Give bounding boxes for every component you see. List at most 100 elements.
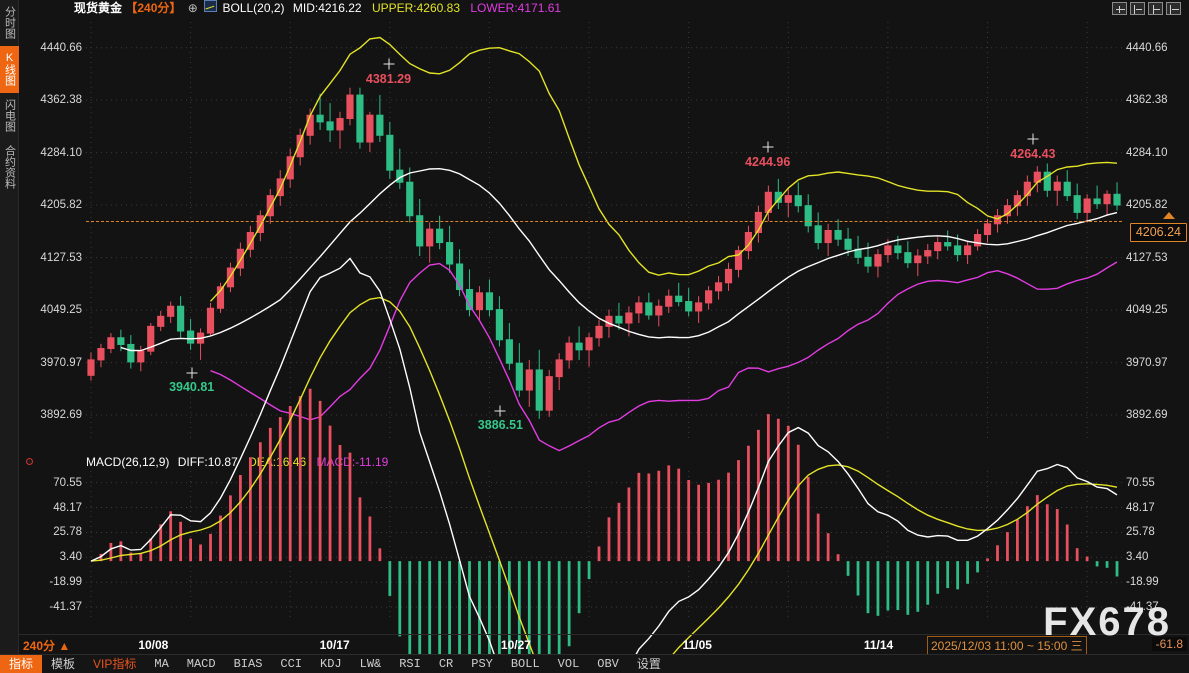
time-axis-label: 10/08	[138, 638, 169, 652]
macd-title: MACD(26,12,9)	[86, 455, 170, 469]
price-axis-label: 4440.66	[40, 41, 82, 54]
sidebar-item-lightning[interactable]: 闪电图	[3, 99, 16, 132]
price-annotation: 4381.29	[365, 71, 412, 86]
macd-header: MACD(26,12,9) DIFF:10.87 DEA:16.46 MACD:…	[86, 455, 388, 470]
toolbar-item-rsi[interactable]: RSI	[399, 657, 421, 671]
annotation-marker-icon	[383, 58, 394, 70]
left-sidebar: 分时图 K线图 闪电图 合约资料	[0, 0, 19, 673]
macd-axis-label: 70.55	[53, 476, 82, 489]
toolbar-item-psy[interactable]: PSY	[471, 657, 493, 671]
toolbar-item-[interactable]: 指标	[0, 655, 43, 673]
crosshair-icon[interactable]: ⊕	[187, 1, 198, 15]
instrument-name: 现货黄金	[74, 1, 123, 15]
macd-axis-label: -41.37	[1126, 601, 1159, 614]
macd-pane[interactable]: MACD(26,12,9) DIFF:10.87 DEA:16.46 MACD:…	[19, 257, 1189, 673]
price-axis-label: 4440.66	[1126, 41, 1168, 54]
macd-axis-label: -18.99	[1126, 576, 1159, 589]
annotation-marker-icon	[762, 141, 774, 153]
time-axis-label: 11/14	[863, 638, 894, 652]
boll-mid-value: MID:4216.22	[292, 1, 362, 15]
jump-latest-icon[interactable]	[1166, 2, 1181, 15]
macd-axis-left: 70.55 48.17 25.78 3.40 -18.99 -41.37	[19, 471, 86, 619]
toolbar-item-vol[interactable]: VOL	[557, 657, 580, 671]
time-axis-label: 10/27	[500, 638, 531, 652]
price-axis-label: 3970.97	[40, 356, 82, 369]
price-axis-label: 3970.97	[1126, 356, 1168, 369]
price-axis-label: 4049.25	[40, 304, 82, 317]
shift-left-icon[interactable]	[1130, 2, 1145, 15]
price-axis-left: 4440.66 4362.38 4284.10 4205.82 4127.53 4049.…	[19, 16, 86, 451]
price-axis-label: 3892.69	[1126, 409, 1168, 422]
macd-axis-right: 70.55 48.17 25.78 3.40 -18.99 -41.37	[1122, 471, 1189, 619]
toolbar-item-[interactable]: 模板	[51, 657, 76, 671]
chart-header: 现货黄金 【240分】 ⊕ BOLL(20,2) MID:4216.22 UPP…	[19, 0, 1189, 16]
price-axis-label: 4049.25	[1126, 304, 1168, 317]
price-axis-label: 4284.10	[1126, 146, 1168, 159]
macd-axis-label: 3.40	[59, 551, 82, 564]
price-annotation: 4264.43	[1010, 146, 1056, 161]
tooltip-time-range: 2025/12/03 11:00 ~ 15:00 三	[927, 636, 1087, 656]
time-axis-label: 10/17	[319, 638, 350, 652]
price-axis-label: 4284.10	[40, 146, 82, 159]
macd-axis-label: -18.99	[49, 576, 82, 589]
toolbar-item-bias[interactable]: BIAS	[233, 657, 263, 671]
price-axis-label: 4127.53	[40, 251, 82, 264]
price-plot-area[interactable]	[86, 22, 1122, 452]
boll-label: BOLL(20,2)	[222, 1, 285, 15]
toolbar-item-lw[interactable]: LW&	[359, 657, 382, 671]
last-price-arrow-icon	[1163, 211, 1175, 219]
sidebar-item-contract-info[interactable]: 合约资料	[3, 145, 16, 189]
toolbar-item-obv[interactable]: OBV	[597, 657, 619, 671]
price-chart-pane[interactable]: 4440.66 4362.38 4284.10 4205.82 4127.53 4049.…	[19, 16, 1189, 452]
macd-axis-label: 48.17	[53, 501, 82, 514]
price-axis-label: 3892.69	[40, 409, 82, 422]
chart-main-area: 现货黄金 【240分】 ⊕ BOLL(20,2) MID:4216.22 UPP…	[19, 0, 1189, 673]
macd-axis-label: 70.55	[1126, 476, 1155, 489]
macd-dea: DEA:16.46	[248, 455, 307, 469]
boll-chart-icon[interactable]	[204, 0, 218, 12]
macd-value: MACD:-11.19	[316, 455, 389, 469]
price-annotation: 3886.51	[477, 418, 523, 433]
price-axis-right: 4440.66 4362.38 4284.10 4205.82 4127.53 4049.…	[1122, 16, 1189, 451]
period-label: 【240分】	[125, 1, 182, 15]
sidebar-item-kline[interactable]: K线图	[0, 46, 19, 93]
period-tag[interactable]: 240分 ▲	[23, 639, 71, 653]
toolbar-item-[interactable]: 设置	[636, 657, 661, 671]
toolbar-item-cci[interactable]: CCI	[280, 657, 303, 671]
price-annotations: 4381.29 4244.96 4264.43 3940.81 3886.51	[86, 22, 1122, 441]
tooltip-change-value: -61.8	[1151, 637, 1187, 651]
boll-upper-value: UPPER:4260.83	[371, 1, 460, 15]
macd-axis-label: -41.37	[49, 601, 82, 614]
macd-settings-icon[interactable]	[22, 454, 35, 467]
macd-plot-area[interactable]	[86, 257, 1122, 673]
crosshair-toggle-icon[interactable]	[1112, 2, 1127, 15]
window-controls	[1112, 2, 1181, 15]
shift-right-icon[interactable]	[1148, 2, 1163, 15]
macd-axis-label: 3.40	[1126, 551, 1149, 564]
annotation-marker-icon	[186, 367, 198, 379]
last-price-box: 4206.24	[1129, 222, 1187, 242]
price-annotation: 3940.81	[169, 380, 215, 395]
last-price-line	[86, 220, 1122, 222]
sidebar-item-timeshare[interactable]: 分时图	[3, 6, 16, 39]
macd-axis-label: 25.78	[53, 526, 82, 539]
price-axis-label: 4362.38	[40, 94, 82, 107]
toolbar-item-cr[interactable]: CR	[438, 657, 454, 671]
toolbar-item-vip[interactable]: VIP指标	[93, 657, 137, 671]
toolbar-item-ma[interactable]: MA	[154, 657, 169, 671]
toolbar-item-boll[interactable]: BOLL	[510, 657, 540, 671]
toolbar-item-macd[interactable]: MACD	[186, 657, 216, 671]
price-annotation: 4244.96	[745, 154, 791, 169]
price-axis-label: 4205.82	[40, 199, 82, 212]
macd-axis-label: 25.78	[1126, 526, 1155, 539]
toolbar-item-kdj[interactable]: KDJ	[320, 657, 342, 671]
indicator-toolbar: 指标 模板 VIP指标 MA MACD BIAS CCI KDJ LW& RSI CR PSY BOLL…	[0, 654, 1189, 673]
time-axis-label: 11/05	[682, 638, 712, 652]
macd-axis-label: 48.17	[1126, 501, 1155, 514]
annotation-marker-icon	[494, 405, 506, 417]
boll-lower-value: LOWER:4171.61	[470, 1, 562, 15]
price-axis-label: 4205.82	[1126, 199, 1168, 212]
macd-diff: DIFF:10.87	[177, 455, 238, 469]
price-axis-label: 4127.53	[1126, 251, 1168, 264]
